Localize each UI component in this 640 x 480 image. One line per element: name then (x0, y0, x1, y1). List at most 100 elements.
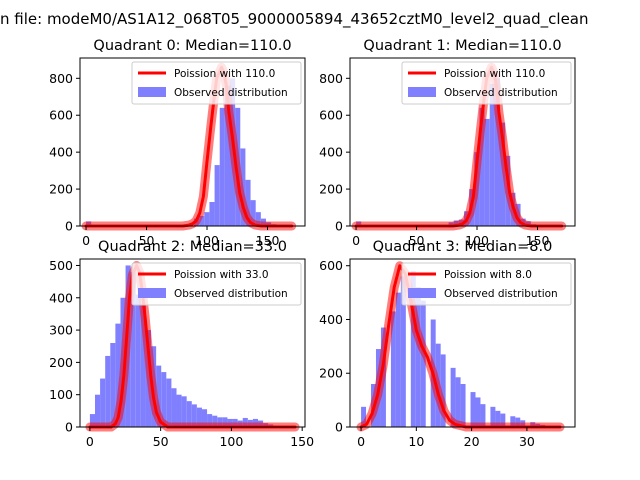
y-tick-label: 200 (319, 366, 343, 381)
histogram-bar (110, 343, 116, 427)
y-tick-label: 800 (319, 71, 343, 86)
y-tick-label: 200 (49, 182, 73, 197)
histogram-bar (214, 165, 220, 226)
legend-label-poisson: Poission with 33.0 (174, 269, 269, 281)
histogram-bar (390, 311, 396, 427)
y-tick-label: 200 (49, 355, 73, 370)
histogram-bar (495, 410, 501, 427)
x-tick-label: 0 (352, 233, 360, 248)
histogram-bar (156, 365, 162, 427)
histogram-bar (130, 271, 136, 427)
legend-label-observed: Observed distribution (444, 87, 558, 99)
histogram-bar (191, 404, 197, 427)
y-tick-label: 0 (65, 219, 73, 234)
x-tick-label: 150 (526, 233, 550, 248)
legend: Poission with 110.0 Observed distribution (401, 61, 572, 105)
legend-label-poisson: Poission with 110.0 (174, 68, 275, 80)
histogram-bar (95, 394, 101, 427)
histogram-bar (361, 406, 367, 427)
histogram-bar (515, 417, 521, 427)
legend-box (131, 61, 302, 105)
x-tick-label: 50 (139, 233, 155, 248)
y-tick-label: 100 (49, 387, 73, 402)
legend-label-poisson: Poission with 110.0 (444, 68, 545, 80)
x-tick-label: 50 (153, 434, 169, 449)
legend-label-poisson: Poission with 8.0 (444, 269, 532, 281)
histogram-bar (475, 397, 481, 427)
legend-box (131, 262, 302, 306)
histogram-bar (209, 202, 215, 226)
histogram-bar (245, 179, 251, 226)
histogram-bar (222, 417, 228, 427)
histogram-bar (224, 85, 230, 226)
histogram-bar (490, 406, 496, 427)
chart-title: Quadrant 2: Median=33.0 (98, 239, 287, 255)
quadrant-3-chart: 0 10 20 30 0 200 400 600 Quadrant 3: Median=8.0 P… (319, 239, 576, 449)
histogram-bar (420, 300, 426, 427)
chart-title: Quadrant 3: Median=8.0 (373, 239, 553, 255)
axes-frame (349, 57, 576, 227)
histogram-bar (510, 416, 516, 427)
histogram-bar (135, 294, 141, 427)
y-tick-label: 300 (49, 323, 73, 338)
histogram-bar (415, 287, 421, 427)
legend-bar-swatch (138, 87, 166, 97)
legend-bar-swatch (138, 288, 166, 298)
quadrant-1-chart: 0 50 100 150 0 200 400 600 800 Quadrant 1: Median… (319, 38, 576, 248)
x-tick-label: 100 (219, 434, 243, 449)
histogram-bar (161, 372, 167, 427)
y-tick-label: 400 (49, 290, 73, 305)
x-tick-label: 150 (256, 233, 280, 248)
y-tick-label: 800 (49, 71, 73, 86)
histogram-bar (115, 323, 121, 427)
histogram-bar (500, 413, 506, 427)
chart-title: Quadrant 1: Median=110.0 (363, 38, 561, 54)
histogram-bar (219, 107, 225, 226)
legend-bar-swatch (408, 288, 436, 298)
histogram-bar (201, 409, 208, 427)
legend-label-observed: Observed distribution (174, 288, 288, 300)
histogram-bar (181, 396, 187, 427)
histogram-bar (171, 388, 177, 427)
y-tick-label: 400 (49, 145, 73, 160)
histogram-bar (100, 378, 106, 427)
y-tick-label: 500 (49, 258, 73, 273)
x-tick-label: 50 (409, 233, 425, 248)
histogram-bar (395, 292, 401, 427)
histogram-bar (89, 414, 95, 427)
histogram-bar (440, 354, 446, 427)
y-tick-label: 600 (319, 258, 343, 273)
y-tick-label: 0 (335, 420, 343, 435)
histogram-bar (186, 401, 192, 427)
histogram-bar (204, 212, 210, 226)
figure-suptitle: n file: modeM0/AS1A12_068T05_9000005894_… (0, 10, 589, 29)
histogram-bar (199, 215, 205, 226)
axes-frame (349, 258, 576, 428)
histogram-bar (480, 404, 486, 427)
y-tick-label: 600 (49, 108, 73, 123)
histogram-bar (196, 407, 202, 427)
histogram-bar (242, 417, 248, 427)
histogram-bar (455, 377, 461, 427)
histogram-bar (460, 383, 466, 427)
histogram-bar (470, 392, 476, 427)
legend-label-observed: Observed distribution (174, 87, 288, 99)
y-tick-label: 0 (335, 219, 343, 234)
histogram-bar (494, 78, 500, 226)
histogram-bar (400, 276, 406, 427)
x-tick-label: 20 (464, 434, 480, 449)
histogram-bar (207, 414, 213, 427)
histogram-bar (479, 107, 485, 226)
x-tick-label: 0 (357, 434, 365, 449)
y-tick-label: 600 (319, 108, 343, 123)
histogram-bar (166, 378, 172, 427)
histogram-bar (217, 417, 223, 427)
x-tick-label: 0 (86, 434, 94, 449)
histogram-bar (410, 271, 416, 427)
legend: Poission with 8.0 Observed distribution (401, 262, 572, 306)
x-tick-label: 150 (290, 434, 314, 449)
x-tick-label: 100 (195, 233, 219, 248)
histogram-bar (140, 304, 146, 427)
y-tick-label: 400 (319, 145, 343, 160)
legend-box (401, 61, 572, 105)
